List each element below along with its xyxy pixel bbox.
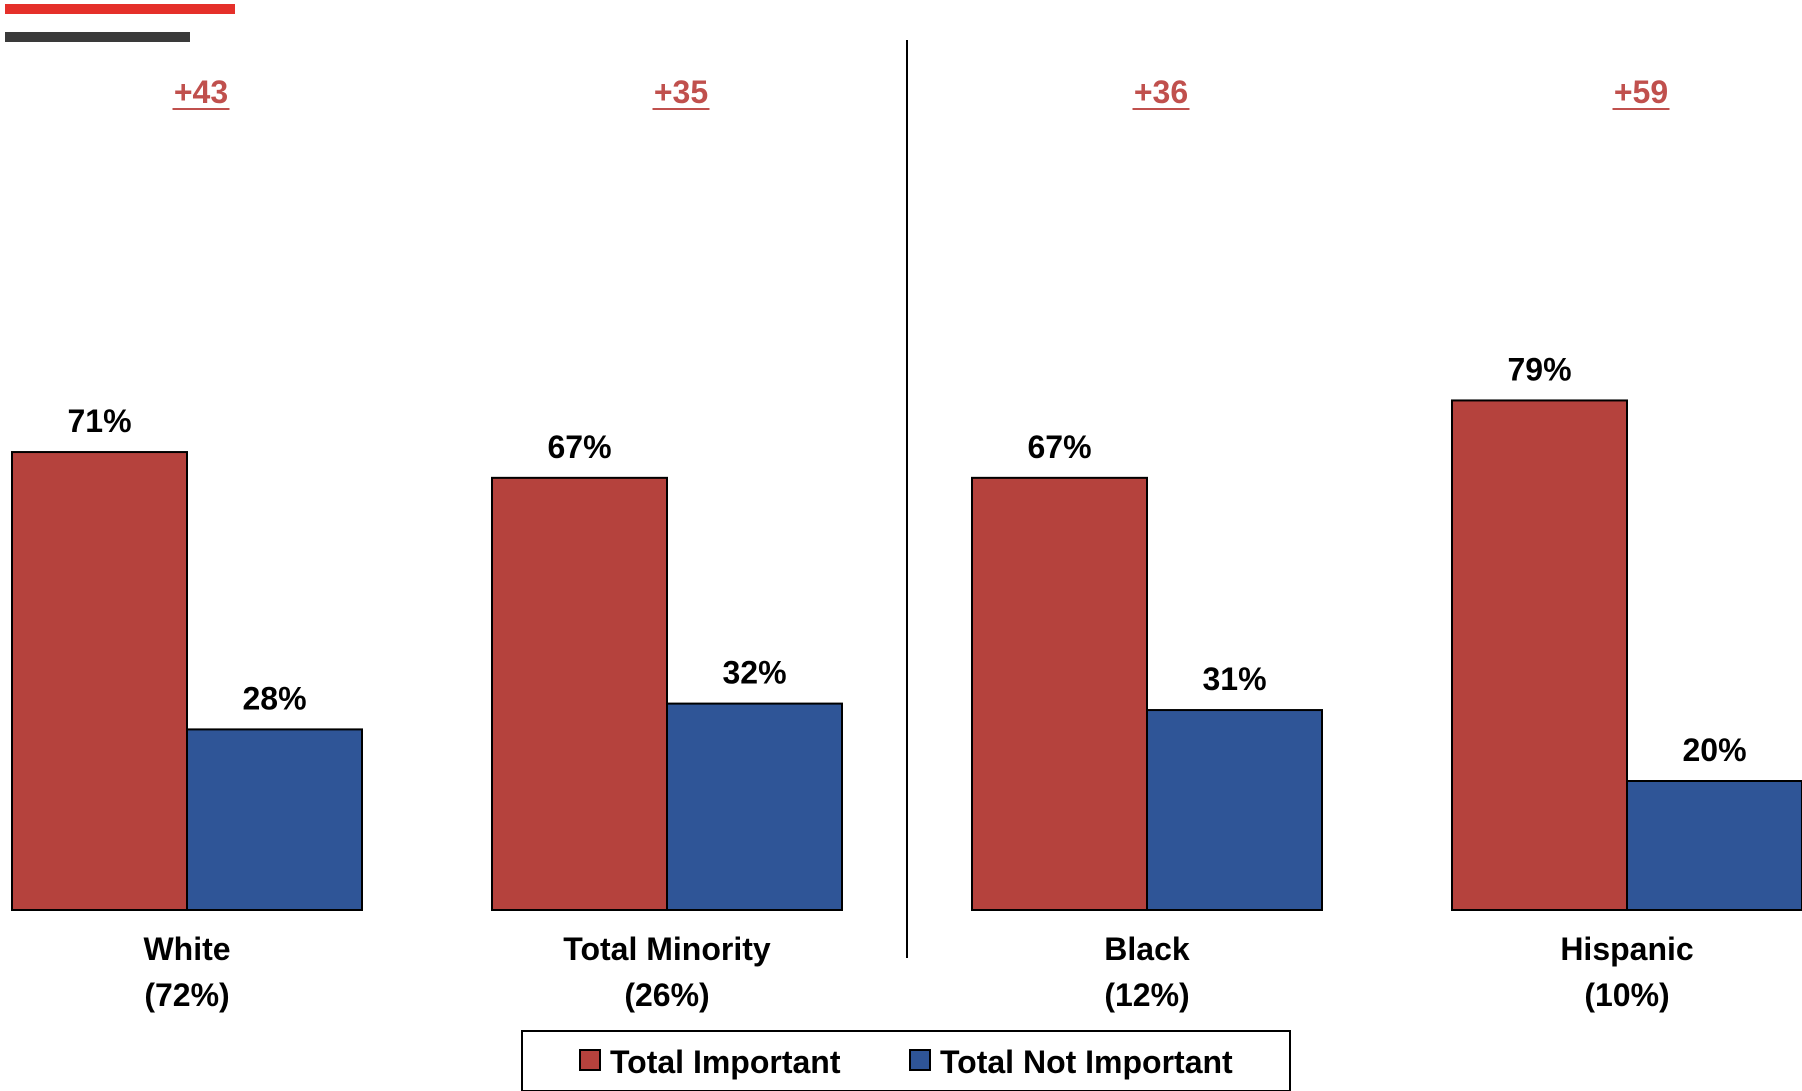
category-share-black: (12%): [1104, 977, 1189, 1013]
category-share-white: (72%): [144, 977, 229, 1013]
bar-total-important-black: [971, 476, 1148, 911]
data-label-total-important-hispanic: 79%: [1507, 351, 1571, 387]
legend-label-total-not-important: Total Not Important: [940, 1044, 1233, 1080]
data-label-total-important-white: 71%: [67, 403, 131, 439]
gap-label-hispanic: +59: [1614, 74, 1668, 110]
bar-total-important-total-minority: [491, 476, 668, 911]
category-label-hispanic: Hispanic: [1560, 931, 1693, 967]
category-label-black: Black: [1104, 931, 1190, 967]
category-label-white: White: [143, 931, 230, 967]
data-label-total-not-important-hispanic: 20%: [1682, 732, 1746, 768]
legend-label-total-important: Total Important: [610, 1044, 841, 1080]
bar-total-not-important-total-minority: [666, 702, 843, 911]
gap-label-total-minority: +35: [654, 74, 708, 110]
legend-swatch-total-not-important: [909, 1049, 931, 1071]
data-label-total-important-black: 67%: [1027, 429, 1091, 465]
gap-label-white: +43: [174, 74, 228, 110]
bars-group: [11, 40, 1802, 958]
data-label-total-important-total-minority: 67%: [547, 429, 611, 465]
bar-total-not-important-white: [186, 728, 363, 912]
bar-total-important-hispanic: [1451, 399, 1628, 911]
top-accent-red-bar: [5, 4, 235, 14]
labels-group: 71% 28% White (72%) +43 67% 32% Total Minority (…: [67, 74, 1746, 1013]
data-label-total-not-important-total-minority: 32%: [722, 655, 786, 691]
top-accent-dark-bar: [5, 32, 190, 42]
bar-total-important-white: [11, 451, 188, 911]
bar-total-not-important-black: [1146, 709, 1323, 911]
legend: Total Important Total Not Important: [521, 1030, 1291, 1091]
data-label-total-not-important-white: 28%: [242, 680, 306, 716]
bar-total-not-important-hispanic: [1626, 780, 1802, 911]
category-label-total-minority: Total Minority: [563, 931, 771, 967]
gap-label-black: +36: [1134, 74, 1188, 110]
legend-swatch-total-important: [579, 1049, 601, 1071]
category-share-total-minority: (26%): [624, 977, 709, 1013]
category-share-hispanic: (10%): [1584, 977, 1669, 1013]
legend-box: [521, 1030, 1291, 1091]
data-label-total-not-important-black: 31%: [1202, 661, 1266, 697]
